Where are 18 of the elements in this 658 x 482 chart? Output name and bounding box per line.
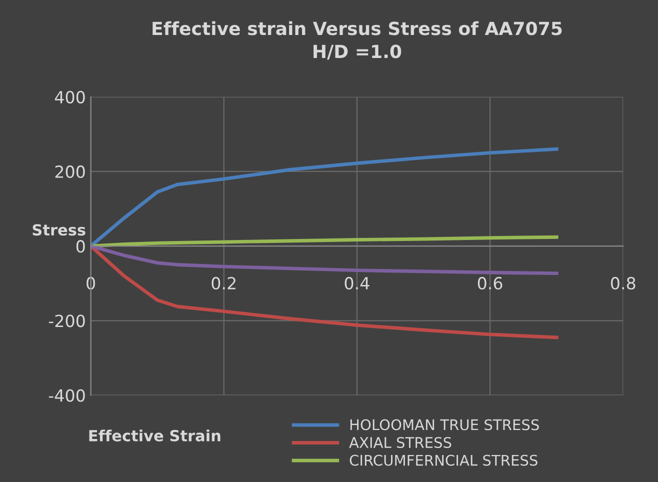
y-tick-label: -400 <box>48 389 85 402</box>
chart-title: Effective strain Versus Stress of AA7075 H/D =1.0 <box>152 21 562 60</box>
y-tick-label: 200 <box>55 165 85 178</box>
legend-label: HOLOOMAN TRUE STRESS <box>350 419 539 430</box>
x-axis-title: Effective Strain <box>89 430 220 442</box>
legend-label: CIRCUMFERNCIAL STRESS <box>350 454 538 466</box>
y-axis-title: Stress <box>32 224 86 236</box>
legend-label: AXIAL STRESS <box>349 436 452 448</box>
line-series <box>90 235 558 248</box>
x-tick-label: 0.8 <box>610 276 636 290</box>
line-series <box>90 244 558 276</box>
x-tick-label: 0.4 <box>344 276 370 290</box>
x-tick-label: 0 <box>86 276 95 290</box>
y-tick-label: 0 <box>76 240 85 253</box>
y-tick-label: 400 <box>54 90 85 104</box>
y-tick-label: -200 <box>48 314 85 328</box>
x-tick-label: 0.2 <box>212 276 236 290</box>
x-tick-label: 0.6 <box>478 276 502 290</box>
